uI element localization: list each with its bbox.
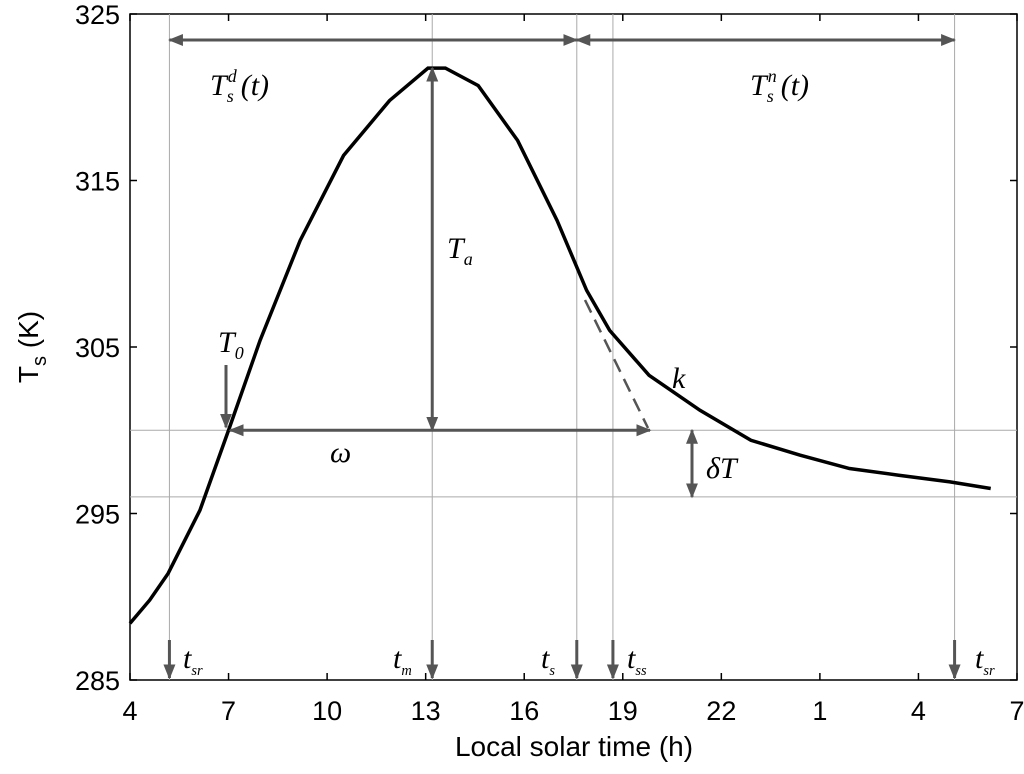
annotation-sub: s bbox=[549, 663, 555, 679]
y-tick-label: 295 bbox=[75, 500, 120, 530]
annotation-base: T bbox=[447, 232, 466, 265]
annotation-base: T bbox=[210, 69, 229, 102]
annotation-base: δT bbox=[706, 452, 739, 485]
annotation-sub: a bbox=[464, 249, 473, 269]
annotation-sub: m bbox=[401, 663, 411, 679]
x-tick-label: 1 bbox=[812, 696, 827, 726]
annotation-base: t bbox=[627, 642, 636, 675]
annotation-rest: (t) bbox=[781, 69, 809, 102]
y-tick-label: 285 bbox=[75, 666, 120, 696]
annotation-base: ω bbox=[330, 436, 351, 469]
y-tick-label: 305 bbox=[75, 333, 120, 363]
annotation: Ta bbox=[447, 232, 473, 269]
x-tick-label: 16 bbox=[509, 696, 539, 726]
annotation-base: T bbox=[218, 326, 237, 359]
annotation-base: t bbox=[183, 642, 192, 675]
annotation-sub: sr bbox=[191, 663, 203, 679]
annotation: tm bbox=[393, 642, 412, 679]
annotation: tsr bbox=[183, 642, 203, 679]
annotation-sub: s bbox=[227, 86, 234, 106]
annotation-sub: s bbox=[767, 86, 774, 106]
annotation: tsr bbox=[975, 642, 995, 679]
annotation-base: t bbox=[393, 642, 402, 675]
plot-frame bbox=[129, 13, 1018, 681]
x-tick-label: 19 bbox=[608, 696, 638, 726]
annotation-base: T bbox=[750, 69, 769, 102]
annotation: T0 bbox=[218, 326, 244, 363]
data-line bbox=[128, 66, 992, 625]
x-tick-label: 22 bbox=[706, 696, 736, 726]
annotation: ω bbox=[330, 436, 351, 469]
annotation: k bbox=[672, 362, 686, 395]
x-tick-label: 7 bbox=[1009, 696, 1024, 726]
annotation-base: t bbox=[541, 642, 550, 675]
annotation: Tsd (t) bbox=[210, 66, 269, 106]
x-tick-label: 4 bbox=[911, 696, 926, 726]
tangent-line bbox=[583, 299, 650, 429]
x-tick-label: 4 bbox=[122, 696, 137, 726]
annotation: ts bbox=[541, 642, 555, 679]
x-axis-label: Local solar time (h) bbox=[455, 731, 693, 762]
annotation-base: k bbox=[672, 362, 686, 395]
annotation-sub: ss bbox=[635, 663, 647, 679]
y-axis-label: Ts (K) bbox=[13, 311, 51, 383]
annotation-sub: 0 bbox=[235, 343, 244, 363]
x-tick-label: 10 bbox=[312, 696, 342, 726]
annotation-sub: sr bbox=[983, 663, 995, 679]
y-tick-label: 325 bbox=[75, 0, 120, 30]
y-tick-label: 315 bbox=[75, 167, 120, 197]
annotation-base: t bbox=[975, 642, 984, 675]
annotation: Tsn (t) bbox=[750, 66, 809, 106]
annotation-sup: d bbox=[228, 66, 238, 86]
annotation: δT bbox=[706, 452, 739, 485]
x-tick-label: 13 bbox=[411, 696, 441, 726]
x-tick-label: 7 bbox=[221, 696, 236, 726]
annotation-sup: n bbox=[768, 66, 777, 86]
annotation-rest: (t) bbox=[241, 69, 269, 102]
annotation: tss bbox=[627, 642, 647, 679]
